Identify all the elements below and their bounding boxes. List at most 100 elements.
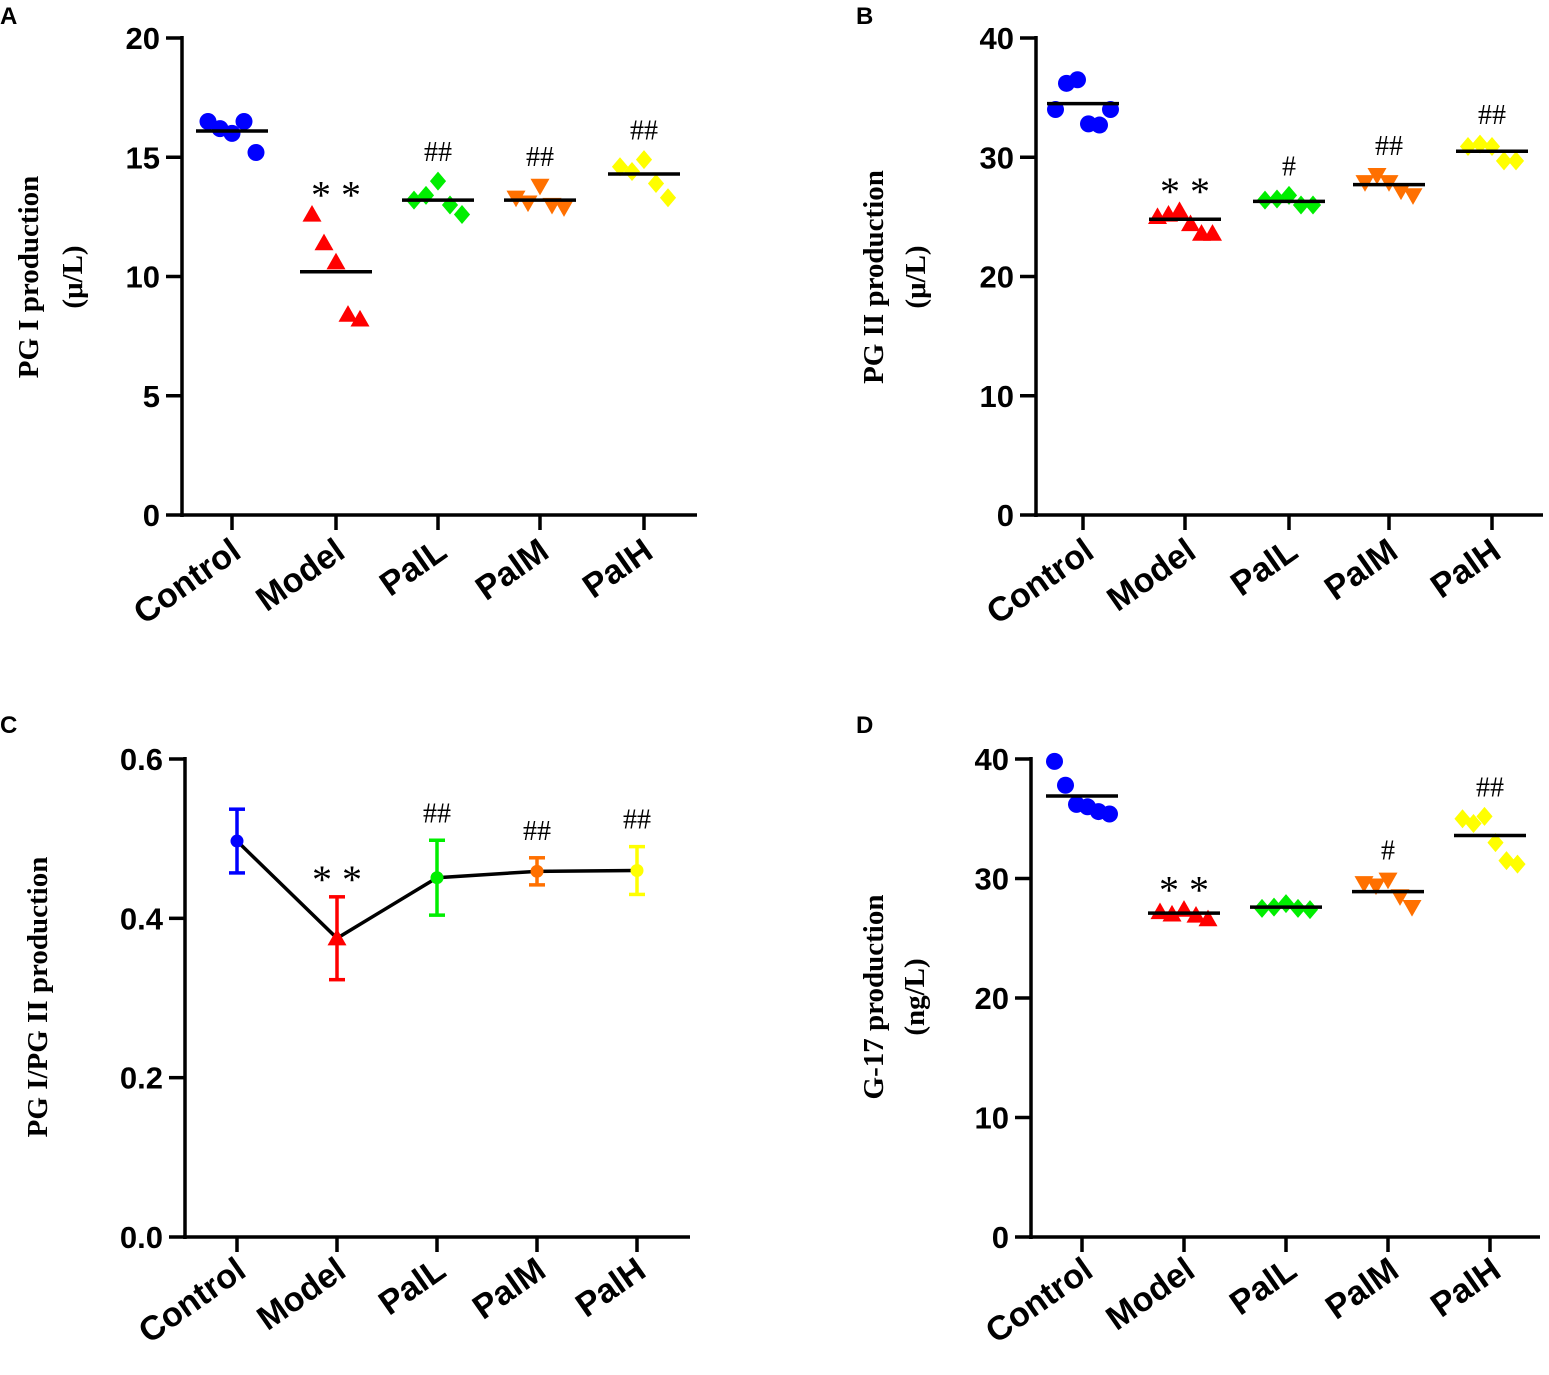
data-point (1367, 168, 1387, 185)
data-point (1391, 183, 1411, 201)
data-point (1091, 116, 1108, 134)
y-tick-label: 0.4 (120, 901, 164, 936)
data-point (1465, 814, 1482, 834)
data-point (659, 188, 677, 208)
data-point (1203, 224, 1222, 241)
mean-point (327, 928, 347, 946)
mean-point (430, 871, 444, 885)
data-point (1476, 806, 1493, 826)
x-category-label: PalM (1319, 1250, 1406, 1327)
data-point (1509, 854, 1526, 874)
x-category-label: PalH (1424, 531, 1508, 605)
y-tick-label: 0.6 (120, 742, 163, 777)
mean-point (230, 834, 244, 848)
significance-mark: ## (630, 116, 658, 147)
data-point (1304, 195, 1322, 215)
data-point (554, 200, 574, 217)
y-tick-label: 10 (126, 260, 160, 295)
y-tick-label: 0.0 (120, 1220, 163, 1255)
x-category-label: Model (250, 1250, 352, 1337)
data-point (635, 150, 653, 170)
x-category-label: PalH (576, 531, 660, 605)
data-point (647, 173, 665, 193)
data-point (1150, 902, 1170, 920)
data-point (530, 178, 550, 196)
y-tick-label: 15 (126, 140, 160, 175)
x-category-label: PalL (372, 1250, 453, 1322)
data-point (223, 124, 241, 142)
x-category-label: Model (1099, 1250, 1201, 1337)
x-category-label: Control (980, 531, 1101, 631)
y-tick-label: 20 (975, 981, 1009, 1016)
mean-point (530, 864, 544, 878)
panel-letter: D (856, 712, 873, 739)
data-point (429, 171, 447, 191)
data-point (1403, 188, 1423, 205)
x-category-label: PalL (1223, 1250, 1304, 1322)
data-point (1495, 151, 1513, 171)
data-point (623, 162, 641, 182)
data-point (350, 309, 370, 327)
data-point (1181, 214, 1200, 232)
significance-mark: * * (1159, 868, 1209, 913)
data-point (441, 195, 459, 215)
data-point (1101, 805, 1118, 823)
data-point (1483, 137, 1501, 157)
y-tick-label: 10 (980, 379, 1014, 414)
data-point (326, 252, 346, 270)
x-category-label: Control (132, 1250, 253, 1350)
data-point (1471, 134, 1489, 154)
data-point (1170, 201, 1189, 219)
significance-mark: ## (1478, 100, 1506, 131)
significance-mark: * * (312, 857, 362, 902)
data-point (1301, 900, 1319, 920)
data-point (1390, 889, 1410, 906)
data-point (518, 195, 538, 213)
significance-mark: * * (311, 172, 361, 217)
y-tick-label: 0 (997, 498, 1014, 533)
y-tick-label: 0 (992, 1220, 1009, 1255)
data-point (1507, 151, 1525, 171)
y-tick-label: 0 (143, 498, 160, 533)
data-point (302, 204, 322, 222)
x-category-label: PalH (569, 1250, 653, 1324)
significance-mark: # (1381, 836, 1395, 867)
y-tick-label: 0.2 (120, 1061, 163, 1096)
significance-mark: * * (1160, 169, 1210, 214)
y-tick-label: 40 (980, 21, 1014, 56)
y-axis-unit: (μ/L) (57, 245, 89, 308)
significance-mark: # (1282, 151, 1296, 182)
y-axis-title: PG I/PG II production (22, 857, 54, 1138)
x-category-label: PalM (469, 531, 556, 608)
data-point (1057, 776, 1074, 794)
data-point (1487, 833, 1504, 853)
y-tick-label: 20 (980, 260, 1014, 295)
data-point (1459, 137, 1477, 157)
y-axis-unit: (μ/L) (900, 245, 932, 308)
mean-point (630, 864, 644, 878)
data-point (247, 143, 265, 161)
data-point (1366, 878, 1386, 896)
y-tick-label: 5 (143, 379, 160, 414)
significance-mark: ## (423, 798, 451, 829)
y-axis-unit: (ng/L) (899, 958, 931, 1035)
panel-letter: C (0, 712, 17, 739)
x-category-label: Control (979, 1250, 1100, 1350)
significance-mark: ## (523, 816, 551, 847)
significance-mark: ## (1476, 772, 1504, 803)
y-axis-title: G-17 production (858, 895, 890, 1100)
significance-mark: ## (424, 137, 452, 168)
data-point (1402, 900, 1422, 917)
x-category-label: Model (249, 531, 351, 618)
panel-letter: B (856, 3, 873, 30)
panel-d: D 0 10 20 30 40 Control Model PalL PalM PalH G-17 p… (856, 712, 1540, 1351)
x-category-label: PalM (466, 1250, 553, 1327)
x-category-label: PalL (373, 531, 454, 603)
data-point (453, 204, 471, 224)
data-point (1069, 71, 1086, 89)
data-point (338, 305, 358, 322)
